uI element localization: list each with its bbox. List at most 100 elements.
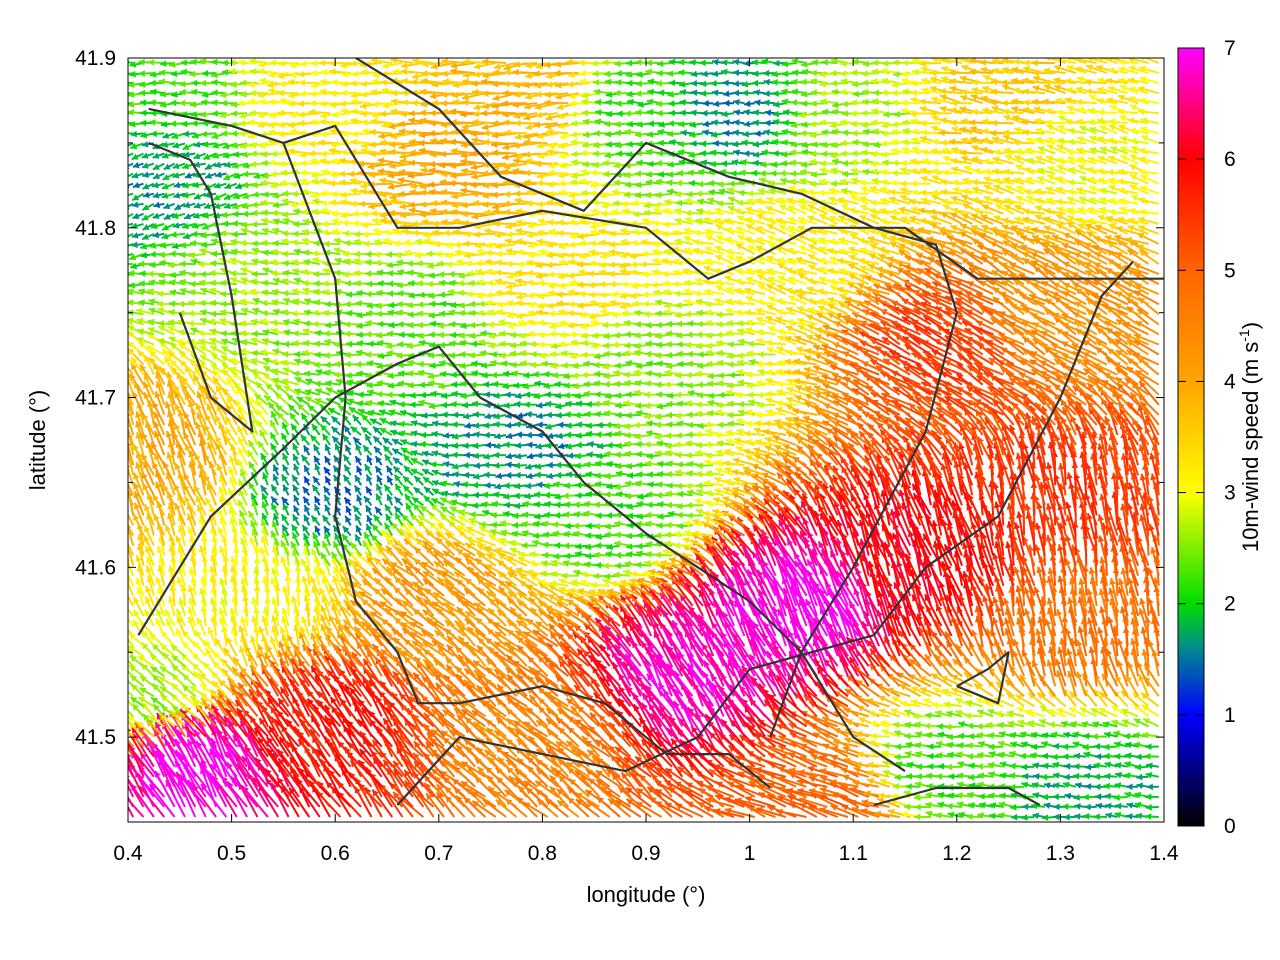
wind-vector	[493, 392, 507, 399]
wind-vector	[866, 778, 890, 788]
wind-vector	[493, 462, 507, 469]
wind-vector	[289, 756, 311, 788]
wind-vector	[460, 780, 486, 798]
wind-vector	[620, 771, 642, 798]
wind-vector	[1144, 753, 1159, 760]
wind-vector	[439, 770, 466, 788]
wind-vector	[281, 464, 290, 476]
wind-vector	[704, 784, 735, 798]
wind-vector	[867, 761, 890, 769]
wind-vector	[128, 690, 134, 698]
wind-vector	[1061, 743, 1076, 751]
wind-vector	[525, 411, 538, 418]
wind-vector	[1121, 708, 1139, 718]
wind-vector	[831, 746, 859, 758]
wind-vector	[523, 801, 549, 818]
wind-vector	[1123, 772, 1139, 779]
wind-vector	[797, 788, 828, 798]
wind-vector	[595, 739, 621, 758]
wind-vector	[555, 740, 580, 758]
wind-vector	[1124, 761, 1139, 768]
wind-vector	[323, 494, 331, 506]
wind-vector	[272, 464, 280, 476]
wind-vector	[292, 453, 300, 466]
wind-vector	[128, 765, 135, 778]
wind-vector	[967, 773, 983, 781]
wind-vector	[1134, 801, 1149, 809]
wind-vector	[1094, 783, 1107, 791]
wind-vector	[744, 796, 776, 808]
wind-vector	[430, 748, 455, 768]
wind-vector	[1103, 782, 1118, 790]
wind-vector	[314, 463, 321, 476]
wind-vector	[1145, 743, 1159, 750]
wind-vector	[1084, 803, 1097, 811]
wind-vector	[914, 794, 931, 801]
wind-vector	[895, 761, 911, 768]
wind-vector	[495, 799, 518, 818]
wind-vector	[303, 514, 311, 526]
wind-vector	[604, 789, 632, 808]
wind-vector	[382, 759, 404, 788]
wind-vector	[523, 401, 538, 408]
wind-vector	[713, 764, 745, 778]
wind-vector	[504, 391, 517, 399]
wind-vector	[534, 463, 548, 470]
wind-vector	[1062, 803, 1076, 810]
wind-vector	[386, 475, 394, 486]
wind-vector	[359, 748, 383, 778]
wind-vector	[343, 464, 352, 476]
wind-vector	[471, 481, 486, 489]
wind-vector	[968, 802, 983, 809]
wind-vector	[565, 740, 590, 758]
wind-vector	[292, 548, 300, 567]
wind-vector	[303, 504, 311, 516]
wind-vector	[128, 759, 134, 768]
wind-vector	[1145, 772, 1160, 779]
wind-vector	[354, 474, 362, 486]
wind-vector	[442, 460, 455, 468]
wind-vector	[625, 798, 652, 818]
wind-vector	[128, 341, 134, 346]
wind-vector	[1095, 802, 1108, 810]
wind-vector	[624, 492, 641, 500]
wind-vector	[505, 461, 517, 469]
wind-vector	[413, 760, 435, 788]
wind-vector	[777, 776, 807, 788]
wind-vector	[563, 392, 579, 399]
wind-vector	[430, 767, 455, 788]
wind-vector	[419, 441, 434, 448]
wind-vector	[398, 744, 424, 768]
wind-vector	[293, 494, 300, 506]
wind-vector	[1104, 761, 1118, 769]
wind-vector	[914, 803, 931, 811]
wind-vector	[988, 812, 1004, 820]
wind-vector	[385, 465, 394, 476]
wind-vector	[174, 403, 186, 426]
wind-vector	[867, 769, 890, 778]
wind-vector	[1145, 804, 1159, 811]
wind-vector	[413, 740, 435, 768]
wind-vector	[998, 801, 1015, 808]
wind-vector	[768, 745, 797, 758]
wind-vector	[977, 772, 994, 780]
wind-vector	[373, 445, 383, 456]
wind-vector	[128, 783, 135, 798]
wind-vector	[471, 790, 497, 808]
wind-vectors	[128, 58, 1161, 821]
wind-vector	[636, 787, 663, 808]
wind-vector	[799, 755, 828, 768]
wind-vector	[266, 736, 290, 768]
wind-vector	[796, 778, 828, 788]
wind-vector	[1074, 782, 1087, 789]
wind-vector	[412, 486, 424, 497]
wind-vector	[364, 433, 373, 446]
wind-vector	[472, 411, 486, 418]
wind-vector	[819, 768, 849, 778]
wind-vector	[1103, 743, 1118, 751]
wind-vector	[1126, 813, 1139, 820]
wind-vector	[584, 739, 611, 758]
wind-vector	[1145, 762, 1159, 770]
wind-vector	[503, 441, 517, 449]
wind-vector	[514, 471, 527, 479]
